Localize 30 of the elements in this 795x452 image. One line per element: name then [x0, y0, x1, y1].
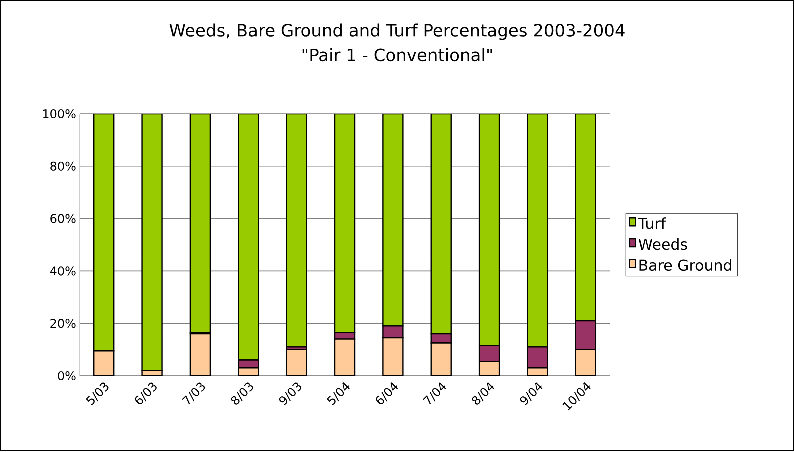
bar — [478, 345, 500, 362]
bar — [575, 349, 597, 376]
legend-label: Turf — [638, 218, 666, 230]
y-tick-label: 20% — [50, 319, 76, 328]
y-tick-label: 40% — [50, 266, 76, 276]
y-tick-label: 60% — [50, 214, 76, 224]
y-tick-label: 0% — [58, 371, 76, 381]
bar — [382, 114, 404, 327]
y-tick-label: 100% — [43, 109, 76, 119]
bar — [334, 338, 356, 376]
legend-label: Weeds — [638, 238, 688, 250]
bar — [94, 350, 115, 376]
bar — [382, 337, 404, 376]
bar — [527, 114, 548, 348]
bar — [334, 114, 356, 334]
bar — [527, 346, 548, 369]
legend-label: Bare Ground — [640, 259, 732, 272]
bar — [190, 333, 212, 376]
chart-title: Weeds, Bare Ground and Turf Percentages 2003-2004 — [170, 24, 625, 40]
bar — [478, 114, 500, 346]
bar — [142, 114, 163, 372]
bar — [238, 114, 260, 361]
bar — [430, 114, 452, 335]
bar — [94, 114, 115, 352]
chart-subtitle: "Pair 1 - Conventional" — [302, 48, 492, 62]
bar — [190, 114, 212, 334]
bar — [430, 342, 452, 376]
bar — [575, 114, 597, 322]
y-tick-label: 80% — [50, 162, 76, 171]
bar — [286, 114, 308, 348]
